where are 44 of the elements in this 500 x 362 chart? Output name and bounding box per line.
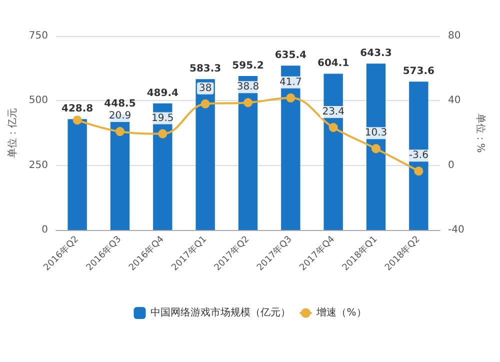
data-label: 38.8: [236, 82, 260, 93]
data-label: 428.8: [62, 104, 94, 115]
legend-label: 中国网络游戏市场规模（亿元）: [150, 306, 291, 318]
point: [414, 166, 424, 176]
data-label: -3.6: [408, 150, 428, 162]
point: [244, 98, 252, 108]
data-label: 635.4: [274, 50, 307, 62]
data-label: 573.6: [402, 66, 435, 78]
y-tick-label: 750: [28, 30, 48, 42]
point: [116, 127, 124, 136]
data-label: 448.5: [104, 98, 136, 110]
data-label: 19.5: [152, 112, 174, 124]
y2-tick-label: 40: [448, 95, 461, 106]
data-label: 41.7: [280, 76, 302, 88]
bar: [281, 66, 300, 230]
bar: [366, 64, 386, 230]
point: [286, 93, 296, 102]
data-label: 643.3: [360, 48, 392, 60]
bar: [238, 76, 258, 230]
point: [72, 116, 82, 125]
data-label: 23.4: [322, 106, 344, 118]
bar: [68, 119, 87, 230]
bar: [324, 74, 343, 230]
point: [158, 129, 168, 138]
bar: [196, 79, 215, 230]
y2-axis-title: 单位：%: [474, 113, 487, 153]
y-tick-label: 0: [42, 224, 48, 236]
point: [372, 144, 380, 154]
data-label: 38: [198, 82, 212, 94]
data-label: 489.4: [146, 88, 179, 99]
y2-tick-label: 0: [448, 160, 454, 171]
point: [200, 99, 210, 108]
data-label: 20.9: [108, 110, 132, 122]
point: [328, 123, 338, 132]
y-axis-title: 单位：亿元: [6, 108, 18, 158]
y-tick-label: 250: [28, 160, 48, 171]
data-label: 10.3: [364, 128, 388, 139]
legend-label: 增速（%）: [316, 306, 366, 318]
data-label: 583.3: [190, 64, 222, 75]
y-tick-label: 500: [28, 95, 48, 106]
data-label: 604.1: [318, 58, 350, 70]
y2-tick-label: 80: [448, 30, 461, 42]
data-label: 595.2: [232, 60, 264, 72]
y2-tick-label: -40: [448, 224, 464, 236]
